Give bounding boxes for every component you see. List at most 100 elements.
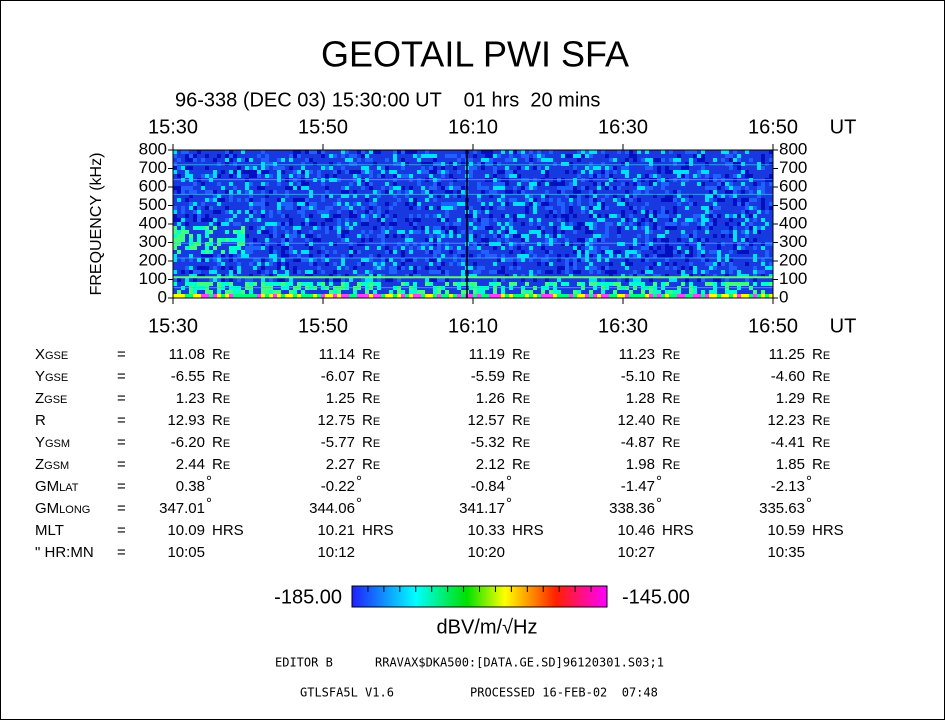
spectrogram-cell xyxy=(765,294,769,298)
spectrogram-cell xyxy=(461,290,465,294)
spectrogram-cell xyxy=(197,294,201,298)
spectrogram-cell xyxy=(733,162,737,166)
spectrogram-cell xyxy=(229,266,233,270)
spectrogram-cell xyxy=(209,270,213,274)
spectrogram-cell xyxy=(701,274,705,278)
spectrogram-cell xyxy=(257,246,261,250)
spectrogram-cell xyxy=(357,202,361,206)
spectrogram-cell xyxy=(489,150,493,154)
spectrogram-cell xyxy=(301,290,305,294)
spectrogram-cell xyxy=(397,186,401,190)
spectrogram-cell xyxy=(489,294,493,298)
spectrogram-cell xyxy=(505,230,509,234)
spectrogram-cell xyxy=(345,190,349,194)
spectrogram-cell xyxy=(521,150,525,154)
spectrogram-cell xyxy=(665,246,669,250)
spectrogram-cell xyxy=(525,154,529,158)
spectrogram-cell xyxy=(729,262,733,266)
spectrogram-cell xyxy=(417,290,421,294)
spectrogram-cell xyxy=(241,250,245,254)
spectrogram-cell xyxy=(201,218,205,222)
spectrogram-cell xyxy=(361,206,365,210)
spectrogram-cell xyxy=(621,170,625,174)
spectrogram-cell xyxy=(257,202,261,206)
spectrogram-cell xyxy=(581,170,585,174)
spectrogram-cell xyxy=(325,190,329,194)
spectrogram-cell xyxy=(589,230,593,234)
spectrogram-cell xyxy=(353,162,357,166)
row-value: 11.23 xyxy=(619,346,655,363)
spectrogram-cell xyxy=(173,278,177,282)
spectrogram-cell xyxy=(601,170,605,174)
spectrogram-cell xyxy=(381,242,385,246)
spectrogram-cell xyxy=(197,238,201,242)
spectrogram-cell xyxy=(249,226,253,230)
spectrogram-cell xyxy=(269,246,273,250)
spectrogram-cell xyxy=(745,218,749,222)
spectrogram-cell xyxy=(309,190,313,194)
equals: = xyxy=(117,434,126,451)
spectrogram-cell xyxy=(625,202,629,206)
spectrogram-cell xyxy=(381,214,385,218)
spectrogram-cell xyxy=(625,194,629,198)
spectrogram-cell xyxy=(629,214,633,218)
spectrogram-cell xyxy=(701,258,705,262)
spectrogram-cell xyxy=(701,254,705,258)
spectrogram-cell xyxy=(193,218,197,222)
spectrogram-cell xyxy=(533,186,537,190)
spectrogram-cell xyxy=(229,274,233,278)
spectrogram-cell xyxy=(381,226,385,230)
spectrogram-cell xyxy=(601,250,605,254)
spectrogram-cell xyxy=(233,294,237,298)
spectrogram-cell xyxy=(477,254,481,258)
spectrogram-cell xyxy=(365,294,369,298)
spectrogram-cell xyxy=(265,222,269,226)
spectrogram-cell xyxy=(765,266,769,270)
row-unit: Re xyxy=(212,412,230,429)
row-value: 10.33 xyxy=(467,522,505,539)
row-value: -6.20 xyxy=(171,434,205,451)
spectrogram-cell xyxy=(173,162,177,166)
spectrogram-cell xyxy=(357,150,361,154)
spectrogram-cell xyxy=(657,274,661,278)
spectrogram-cell xyxy=(665,210,669,214)
spectrogram-cell xyxy=(697,154,701,158)
spectrogram-cell xyxy=(301,294,305,298)
spectrogram-cell xyxy=(561,182,565,186)
spectrogram-cell xyxy=(565,242,569,246)
spectrogram-cell xyxy=(753,218,757,222)
spectrogram-cell xyxy=(529,158,533,162)
spectrogram-cell xyxy=(361,262,365,266)
spectrogram-cell xyxy=(761,206,765,210)
spectrogram-cell xyxy=(249,194,253,198)
spectrogram-cell xyxy=(577,250,581,254)
spectrogram-cell xyxy=(177,294,181,298)
spectrogram-cell xyxy=(341,278,345,282)
spectrogram-cell xyxy=(413,154,417,158)
spectrogram-cell xyxy=(685,166,689,170)
spectrogram-cell xyxy=(429,234,433,238)
spectrogram-cell xyxy=(345,206,349,210)
spectrogram-cell xyxy=(205,254,209,258)
spectrogram xyxy=(173,150,773,298)
row-value: -5.32 xyxy=(471,434,505,451)
spectrogram-cell xyxy=(453,206,457,210)
spectrogram-cell xyxy=(245,170,249,174)
spectrogram-cell xyxy=(189,154,193,158)
spectrogram-cell xyxy=(625,182,629,186)
spectrogram-cell xyxy=(477,246,481,250)
spectrogram-cell xyxy=(481,238,485,242)
spectrogram-cell xyxy=(649,210,653,214)
spectrogram-cell xyxy=(285,202,289,206)
spectrogram-cell xyxy=(417,294,421,298)
spectrogram-cell xyxy=(229,182,233,186)
spectrogram-cell xyxy=(233,186,237,190)
spectrogram-cell xyxy=(525,194,529,198)
footer-version: GTLSFA5L V1.6 xyxy=(300,686,394,700)
spectrogram-cell xyxy=(289,294,293,298)
spectrogram-cell xyxy=(397,290,401,294)
spectrogram-cell xyxy=(449,154,453,158)
spectrogram-cell xyxy=(597,258,601,262)
spectrogram-cell xyxy=(617,242,621,246)
spectrogram-cell xyxy=(341,238,345,242)
